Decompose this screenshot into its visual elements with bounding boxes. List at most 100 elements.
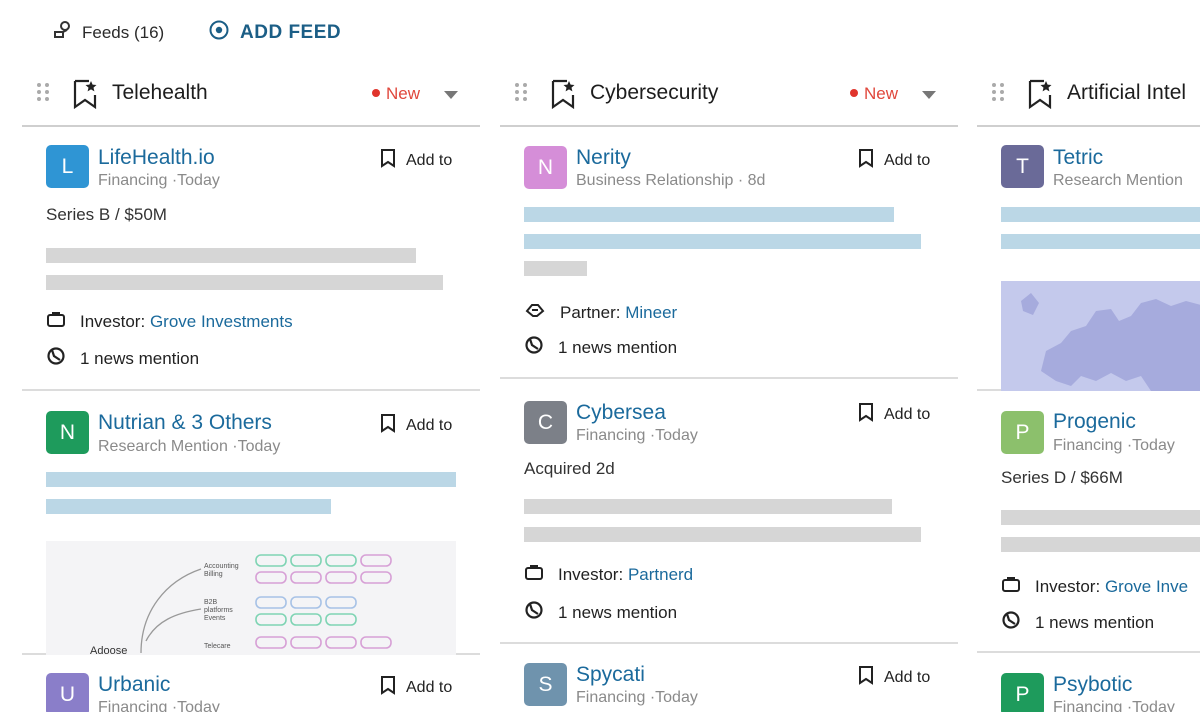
column-title: Artificial Intel [1067,81,1187,104]
card-meta: Financing ·Today [98,699,220,712]
feeds-label: Feeds (16) [82,22,165,42]
card-detail: Series B / $50M [46,205,167,224]
add-to-button[interactable]: Add to [380,675,452,700]
text-placeholder [46,499,331,514]
text-placeholder [1001,207,1200,222]
diagram-label: Accounting Billing [204,563,239,578]
feed-card[interactable]: P Progenic Financing ·Today Series D / $… [977,391,1200,653]
bookmark-star-icon [550,79,576,114]
column-header: Cybersecurity New [500,70,958,127]
diagram-label: B2B platforms Events [204,599,233,622]
add-to-button[interactable]: Add to [858,402,930,427]
add-to-label: Add to [884,668,931,686]
new-badge: New [372,84,420,104]
company-name[interactable]: Tetric [1053,146,1104,169]
add-to-label: Add to [884,151,931,169]
text-placeholder [524,207,894,222]
news-row[interactable]: 1 news mention [524,335,677,360]
bookmark-star-icon [72,79,98,114]
add-to-button[interactable]: Add to [380,148,452,173]
chevron-down-icon[interactable] [922,91,936,99]
company-avatar: P [1001,411,1044,454]
text-placeholder [1001,537,1200,552]
handshake-icon [524,301,546,324]
briefcase-icon [46,310,66,333]
feed-column-cybersecurity: Cybersecurity New N Nerity Business Rela… [500,70,960,712]
partner-row: Partner: Mineer [524,301,677,324]
company-name[interactable]: Nutrian & 3 Others [98,411,272,434]
partner-link[interactable]: Mineer [625,302,678,322]
bookmark-icon [380,675,396,700]
column-title: Telehealth [112,81,208,104]
feed-card[interactable]: C Cybersea Financing ·Today Add to Acqui… [500,379,958,644]
text-placeholder [524,261,587,276]
add-to-label: Add to [406,416,453,434]
add-to-button[interactable]: Add to [858,665,930,690]
company-name[interactable]: LifeHealth.io [98,146,215,169]
briefcase-icon [1001,575,1021,598]
text-placeholder [46,248,416,263]
add-to-label: Add to [406,151,453,169]
feed-column-artificial-intelligence: Artificial Intel T Tetric Research Menti… [977,70,1200,712]
card-meta: Financing ·Today [98,172,220,189]
add-to-button[interactable]: Add to [380,413,452,438]
diagram-label: Telecare [204,643,231,650]
news-row[interactable]: 1 news mention [46,346,199,371]
bookmark-icon [858,148,874,173]
company-name[interactable]: Spycati [576,663,645,686]
drag-handle-icon[interactable] [514,82,528,107]
investor-row: Investor: Grove Inve [1001,575,1188,598]
company-name[interactable]: Psybotic [1053,673,1133,696]
new-badge: New [850,84,898,104]
add-to-label: Add to [884,405,931,423]
feed-card[interactable]: P Psybotic Financing ·Today [977,653,1200,712]
card-meta: Business Relationship · 8d [576,172,766,189]
feeds-button[interactable]: Feeds (16) [52,20,164,45]
feed-column-telehealth: Telehealth New L LifeHealth.io Financing… [22,70,482,712]
drag-handle-icon[interactable] [36,82,50,107]
feeds-icon [52,20,74,45]
chevron-down-icon[interactable] [444,91,458,99]
briefcase-icon [524,563,544,586]
company-name[interactable]: Progenic [1053,410,1136,433]
company-name[interactable]: Cybersea [576,401,666,424]
feed-card[interactable]: N Nutrian & 3 Others Research Mention ·T… [22,391,480,655]
news-icon [524,335,544,360]
column-header: Telehealth New [22,70,480,127]
add-feed-button[interactable]: ADD FEED [208,19,341,47]
bookmark-icon [858,402,874,427]
card-meta: Research Mention ·Today [98,438,281,455]
feed-card[interactable]: S Spycati Financing ·Today Add to [500,644,958,712]
add-to-button[interactable]: Add to [858,148,930,173]
add-to-label: Add to [406,678,453,696]
company-avatar: P [1001,673,1044,712]
news-row[interactable]: 1 news mention [1001,610,1154,635]
card-meta: Financing ·Today [1053,437,1175,454]
text-placeholder [1001,510,1200,525]
feed-card[interactable]: L LifeHealth.io Financing ·Today Add to … [22,129,480,391]
company-name[interactable]: Urbanic [98,673,171,696]
bookmark-icon [858,665,874,690]
add-feed-label: ADD FEED [240,22,342,43]
company-name[interactable]: Nerity [576,146,631,169]
feed-card[interactable]: U Urbanic Financing ·Today Add to [22,655,480,712]
news-icon [1001,610,1021,635]
text-placeholder [46,472,456,487]
company-avatar: U [46,673,89,712]
diagram-label: Adoose [90,645,128,655]
investor-row: Investor: Grove Investments [46,310,293,333]
investor-link[interactable]: Partnerd [627,564,694,584]
investor-link[interactable]: Grove Investments [149,311,293,331]
card-meta: Financing ·Today [1053,699,1175,712]
drag-handle-icon[interactable] [991,82,1005,107]
news-row[interactable]: 1 news mention [524,600,677,625]
investor-link[interactable]: Grove Inve [1104,576,1189,596]
company-avatar: C [524,401,567,444]
feed-card[interactable]: N Nerity Business Relationship · 8d Add … [500,129,958,379]
column-header: Artificial Intel [977,70,1200,127]
feed-card[interactable]: T Tetric Research Mention [977,129,1200,391]
bookmark-icon [380,148,396,173]
card-meta: Research Mention [1053,172,1183,189]
company-avatar: S [524,663,567,706]
text-placeholder [524,527,921,542]
